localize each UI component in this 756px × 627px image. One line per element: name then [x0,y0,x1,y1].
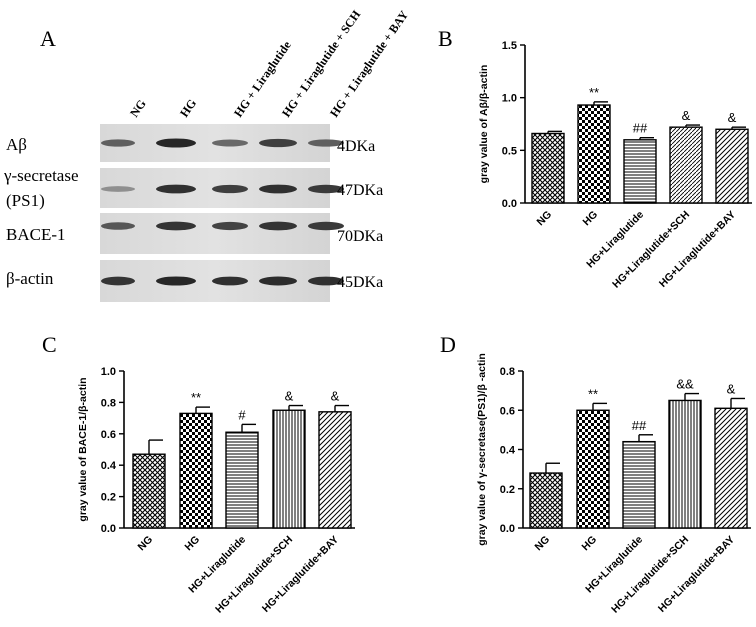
significance-mark: ## [633,121,648,136]
bar [225,431,259,529]
blot-band [156,184,196,194]
category-label: NG [532,534,552,554]
y-axis-label: gray value of BACE-1/β-actin [77,377,89,521]
significance-mark: ## [632,418,647,433]
blot-band [156,276,196,286]
y-tick-label: 1.5 [502,40,517,52]
y-axis-label: gray value of γ-secretase(PS1)/β -actin [476,353,488,546]
y-tick-label: 0.4 [500,445,516,457]
lane-label: NG [127,97,149,120]
panel-letter: D [440,332,456,357]
category-label: HG+Liraglutide+BAY [656,534,737,615]
blot-band [156,221,196,231]
bar [668,399,702,529]
y-tick-label: 1.0 [101,366,116,378]
y-tick-label: 0.6 [101,429,116,441]
bar [623,139,657,204]
blot-band [259,184,297,194]
y-tick-label: 0.0 [502,198,517,210]
bar [179,412,213,529]
significance-mark: & [682,108,691,123]
bar [715,128,749,204]
y-tick-label: 0.8 [101,397,116,409]
bar [272,409,306,529]
category-label: HG [579,534,599,554]
significance-mark: ** [589,85,599,100]
protein-label: Aβ [6,135,27,154]
blot-band [156,138,196,148]
category-label: HG+Liraglutide+BAY [260,534,341,615]
blot-band [308,139,344,147]
significance-mark: & [727,381,736,396]
significance-mark: ** [588,386,598,401]
size-label: 47DKa [337,182,383,199]
category-label: HG [182,534,202,554]
y-tick-label: 0.5 [502,145,517,157]
blot-band [308,184,344,194]
bar [669,126,703,204]
panel-a-letter: A [40,26,56,51]
protein-label: β-actin [6,269,54,288]
chart-d: D 0.0 0.2 0.4 0.6 0.8 gray value of γ-secretas… [440,332,751,616]
lane-label: HG [177,96,199,119]
size-label: 4DKa [337,138,375,155]
y-tick-label: 0.6 [500,405,515,417]
protein-label: (PS1) [6,191,45,210]
protein-label: γ-secretase [3,166,79,185]
blot-band [212,139,248,147]
y-tick-label: 0.4 [101,460,117,472]
blot-band [308,221,344,231]
y-tick-label: 0.0 [101,523,116,535]
size-label: 70DKa [337,228,383,245]
blot-band [259,221,297,231]
category-label: NG [135,534,155,554]
bar [714,407,748,529]
size-label: 45DKa [337,274,383,291]
significance-mark: ** [191,390,201,405]
blot-band [212,184,248,194]
blot-band [212,221,248,231]
category-label: HG+Liraglutide+SCH [609,534,691,616]
protein-label: BACE-1 [6,225,66,244]
bar [531,132,565,204]
bar [577,104,611,204]
blot-band [259,138,297,148]
blot-band [101,186,135,192]
blot-band [101,222,135,230]
blot-strip [100,213,330,254]
blot-band [259,276,297,286]
panel-letter: B [438,26,453,51]
significance-mark: & [331,389,340,404]
lane-label: HG + Liraglutide + SCH [279,7,364,120]
blot-band [212,276,248,286]
blot-band [308,276,344,286]
y-axis-label: gray value of Aβ/β-actin [478,65,490,184]
blot-band [101,276,135,286]
bar [132,453,166,529]
category-label: NG [534,209,554,229]
significance-mark: & [285,389,294,404]
bar [529,472,563,529]
y-tick-label: 0.2 [101,492,116,504]
panel-letter: C [42,332,57,357]
y-tick-label: 0.0 [500,523,515,535]
y-tick-label: 0.8 [500,366,515,378]
significance-mark: # [238,407,246,422]
y-tick-label: 0.2 [500,484,515,496]
category-label: HG [580,209,600,229]
bar [318,411,352,529]
chart-b: B 0.0 0.5 1.0 1.5 gray value of Aβ/β-actin NG *… [438,26,752,291]
category-label: HG+Liraglutide+SCH [610,209,692,291]
bar [622,440,656,529]
bar [576,409,610,529]
category-label: HG+Liraglutide+BAY [657,209,738,290]
blot-band [101,139,135,147]
y-tick-label: 1.0 [502,93,517,105]
significance-mark: && [676,377,694,392]
chart-c: C 0.0 0.2 0.4 0.6 0.8 1.0 gray value of BACE-1/… [42,332,355,616]
significance-mark: & [728,110,737,125]
category-label: HG+Liraglutide+SCH [213,534,295,616]
